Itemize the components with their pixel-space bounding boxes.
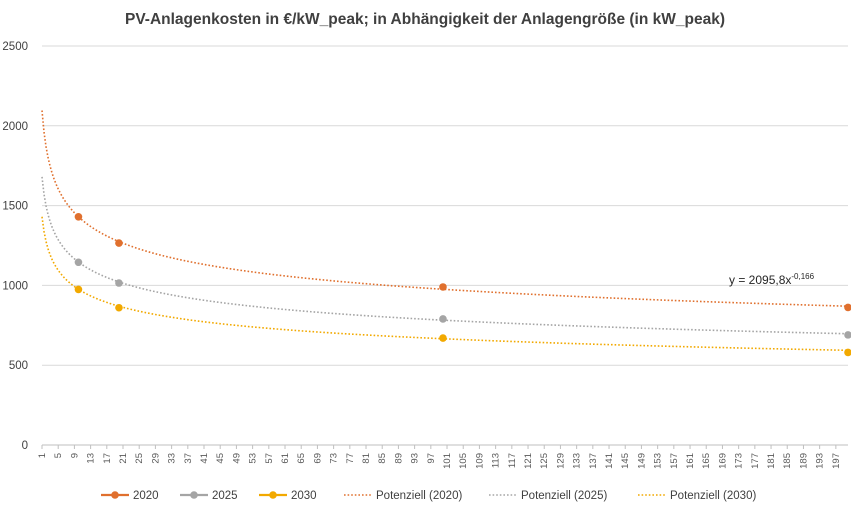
x-tick-label: 137 [588,453,599,469]
x-tick-label: 65 [296,453,307,464]
x-axis-ticks: 1 5 9 13 17 21 25 29 33 37 41 45 49 53 57 61 65 69 73 77 81 8… [37,445,842,469]
point-2020-x200 [844,303,851,312]
point-2025-x10 [74,258,83,267]
point-2020-x100 [439,283,447,291]
x-tick-label: 81 [361,453,372,464]
x-tick-label: 197 [831,453,842,469]
point-2030-x200 [844,348,851,357]
legend-label: Potenziell (2020) [376,490,462,502]
x-tick-label: 37 [183,453,194,464]
x-tick-label: 117 [507,453,518,468]
legend: 2020 2025 2030 Potenziell (2020) Potenziell … [101,490,756,502]
data-points [74,212,851,357]
point-2030-x100 [439,334,447,342]
x-tick-label: 9 [69,453,80,458]
trendline-potenziell-2020 [41,110,849,307]
x-tick-label: 73 [329,453,340,464]
legend-swatch-marker [269,491,277,499]
x-tick-label: 133 [572,453,583,469]
x-tick-label: 185 [782,453,793,469]
x-tick-label: 69 [312,453,323,464]
x-tick-label: 161 [685,453,696,469]
y-tick-label: 1000 [2,280,28,292]
legend-label: 2020 [133,490,159,502]
chart-title: PV-Anlagenkosten in €/kW_peak; in Abhäng… [125,11,725,28]
x-tick-label: 189 [798,453,809,469]
y-tick-label: 0 [22,440,28,452]
y-tick-label: 2000 [2,121,28,133]
x-tick-label: 113 [491,453,502,468]
x-tick-label: 17 [102,453,113,464]
x-tick-label: 157 [669,453,680,469]
x-tick-label: 25 [134,453,145,464]
x-tick-label: 177 [750,453,761,469]
x-tick-label: 61 [280,453,291,464]
x-tick-label: 13 [86,453,97,464]
x-tick-label: 193 [815,453,826,469]
legend-swatch-marker [190,491,198,499]
x-tick-label: 97 [426,453,437,464]
trendlines [41,110,849,352]
legend-label: 2025 [212,490,238,502]
x-tick-label: 5 [53,453,64,458]
x-tick-label: 101 [442,453,453,469]
trendline-potenziell-2030 [41,216,849,352]
x-tick-label: 57 [264,453,275,464]
x-tick-label: 105 [458,453,469,469]
x-tick-label: 29 [150,453,161,464]
x-tick-label: 45 [215,453,226,464]
y-tick-label: 2500 [2,41,28,53]
y-tick-label: 1500 [2,201,28,213]
x-tick-label: 165 [701,453,712,469]
x-tick-label: 181 [766,453,777,469]
legend-swatch-marker [111,491,119,499]
x-tick-label: 169 [717,453,728,469]
point-2025-x100 [439,315,447,323]
equation-base: y = 2095,8x [729,273,791,287]
legend-label: 2030 [291,490,317,502]
x-tick-label: 21 [118,453,129,464]
point-2025-x200 [844,331,851,339]
y-tick-label: 500 [9,360,28,372]
y-axis-ticks: 0 500 1000 1500 2000 2500 [2,41,28,452]
x-tick-label: 53 [248,453,259,464]
x-tick-label: 129 [555,453,566,469]
point-2025-x20 [115,279,123,287]
point-2030-x20 [115,303,123,312]
x-tick-label: 121 [523,453,534,469]
trendline-equation: y = 2095,8x-0,166 [729,272,815,287]
x-tick-label: 109 [474,453,485,469]
legend-label: Potenziell (2030) [670,490,756,502]
point-2020-x10 [74,212,83,221]
x-tick-label: 149 [636,453,647,469]
x-tick-label: 153 [653,453,664,469]
x-tick-label: 1 [37,453,48,458]
x-tick-label: 33 [167,453,178,464]
x-tick-label: 41 [199,453,210,464]
point-2020-x20 [115,239,123,247]
x-tick-label: 77 [345,453,356,464]
trendline-potenziell-2025 [41,176,849,335]
x-tick-label: 93 [410,453,421,464]
legend-label: Potenziell (2025) [521,490,607,502]
x-tick-label: 49 [231,453,242,464]
equation-exponent: -0,166 [791,272,814,281]
x-tick-label: 89 [393,453,404,464]
x-tick-label: 125 [539,453,550,469]
x-tick-label: 145 [620,453,631,469]
gridlines [42,45,848,446]
point-2030-x10 [74,285,83,294]
x-tick-label: 85 [377,453,388,464]
svg-text:y = 2095,8x-0,166: y = 2095,8x-0,166 [729,272,815,287]
x-tick-label: 141 [604,453,615,469]
x-tick-label: 173 [734,453,745,469]
